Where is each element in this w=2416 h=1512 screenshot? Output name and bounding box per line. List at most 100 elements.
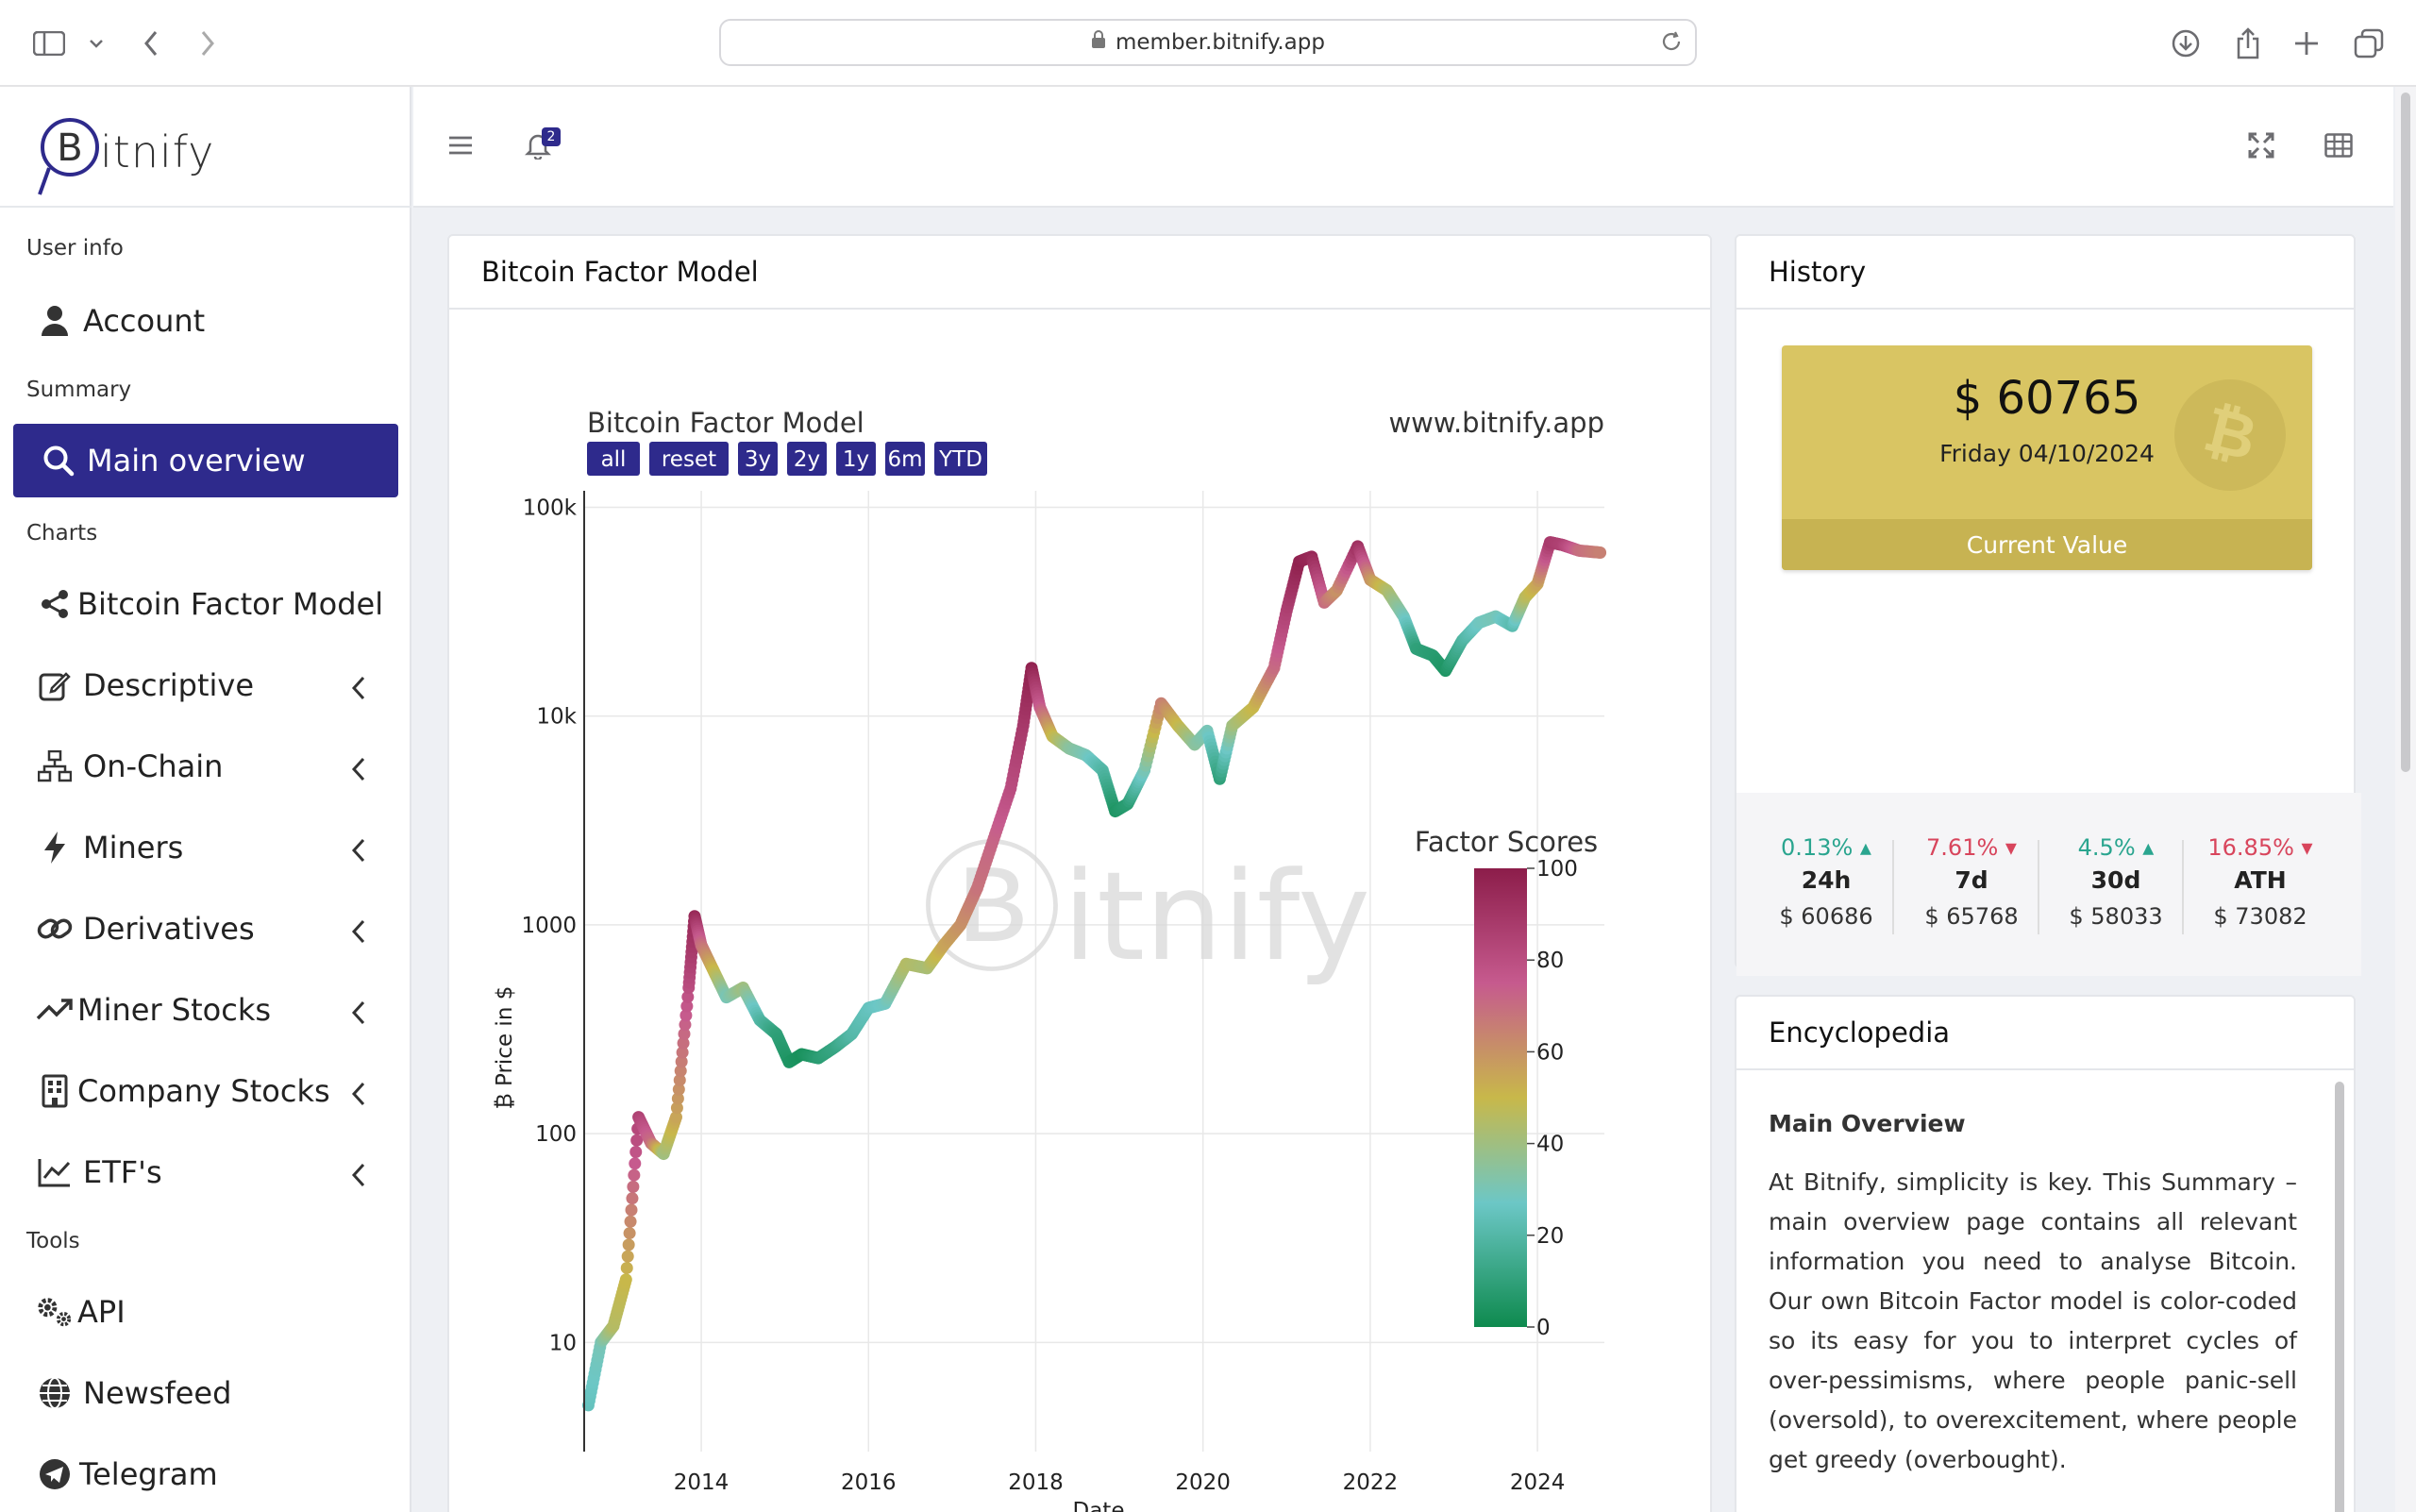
data-point (620, 1261, 633, 1274)
data-point (621, 1250, 634, 1263)
sidebar-item-newsfeed[interactable]: Newsfeed (13, 1357, 398, 1429)
data-point (671, 1092, 684, 1105)
data-point (672, 1083, 685, 1096)
stat-label: 24h (1801, 866, 1852, 894)
chevron-left-icon[interactable] (351, 834, 366, 870)
sidebar-item-label: Newsfeed (83, 1375, 232, 1411)
range-button-all[interactable]: all (587, 442, 640, 476)
range-button-2y[interactable]: 2y (787, 442, 827, 476)
logo-letter: B (57, 126, 82, 170)
range-button-1y[interactable]: 1y (836, 442, 876, 476)
page-scrollbar[interactable] (2395, 87, 2416, 1512)
range-button-reset[interactable]: reset (649, 442, 729, 476)
y-ticks: 10 100 1000 10k 100k (521, 496, 577, 1356)
data-point (680, 1009, 693, 1022)
caret-up-icon: ▴ (1859, 834, 1871, 861)
sidebar-item-company-stocks[interactable]: Company Stocks (13, 1055, 398, 1127)
factor-model-card: Bitcoin Factor Model Ⓑitnify Bitcoin Fac… (447, 234, 1712, 1512)
search-icon (40, 442, 77, 479)
grid-icon[interactable] (2318, 125, 2359, 166)
browser-toolbar: member.bitnify.app (0, 0, 2416, 87)
stat-pct: 16.85% ▾ (2207, 834, 2313, 861)
back-icon[interactable] (132, 25, 170, 62)
stat-value: $ 65768 (1924, 903, 2019, 930)
scrollbar-thumb[interactable] (2401, 92, 2410, 772)
factor-model-chart[interactable]: Ⓑitnify Bitcoin Factor Model www.bitnify… (449, 311, 1710, 1512)
sidebar: B itnify User info Account Summary Main … (0, 87, 411, 1512)
sidebar-item-label: Account (83, 303, 206, 339)
data-point (678, 1027, 691, 1040)
tabs-overview-icon[interactable] (2350, 25, 2388, 62)
range-button-3y[interactable]: 3y (738, 442, 778, 476)
chevron-left-icon[interactable] (351, 916, 366, 951)
sidebar-item-etfs[interactable]: ETF's (13, 1136, 398, 1208)
encyclopedia-card: Encyclopedia Main Overview At Bitnify, s… (1735, 995, 2356, 1512)
colorbar-title: Factor Scores (1415, 826, 1598, 858)
colorbar-ticks: 0 20 40 60 80 100 (1527, 857, 1578, 1340)
sidebar-item-on-chain[interactable]: On-Chain (13, 731, 398, 802)
sidebar-item-account[interactable]: Account (13, 285, 398, 357)
caret-up-icon: ▴ (2142, 834, 2155, 861)
data-point (669, 1111, 682, 1124)
y-tick-label: 10k (536, 705, 577, 730)
chevron-left-icon[interactable] (351, 753, 366, 789)
data-point (680, 1000, 694, 1013)
svg-text:YTD: YTD (938, 447, 982, 472)
download-icon[interactable] (2167, 25, 2205, 62)
share-browser-icon[interactable] (2229, 25, 2267, 62)
fullscreen-icon[interactable] (2240, 125, 2282, 166)
chevron-left-icon[interactable] (351, 672, 366, 708)
card-title: Bitcoin Factor Model (449, 236, 1710, 310)
current-price: $ 60765 (1953, 372, 2141, 425)
sidebar-divider (0, 206, 411, 208)
data-point (628, 1168, 641, 1182)
new-tab-icon[interactable] (2288, 25, 2325, 62)
stat-label: ATH (2234, 866, 2287, 894)
sidebar-item-telegram[interactable]: Telegram (13, 1438, 398, 1510)
forward-icon[interactable] (189, 25, 226, 62)
range-button-6m[interactable]: 6m (885, 442, 925, 476)
reload-icon[interactable] (1659, 29, 1684, 59)
chevron-left-icon[interactable] (351, 997, 366, 1033)
stat-divider (1892, 840, 1894, 934)
bitnify-logo[interactable]: B itnify (36, 106, 319, 210)
data-point (626, 1192, 639, 1205)
sidebar-item-label: Main overview (87, 443, 306, 479)
stat-label: 7d (1955, 866, 1988, 894)
sidebar-item-bitcoin-factor-model[interactable]: Bitcoin Factor Model (13, 568, 398, 640)
chevron-left-icon[interactable] (351, 1078, 366, 1114)
share-icon (36, 585, 74, 623)
sidebar-item-derivatives[interactable]: Derivatives (13, 893, 398, 965)
range-button-ytd[interactable]: YTD (934, 442, 987, 476)
sidebar-item-miner-stocks[interactable]: Miner Stocks (13, 974, 398, 1046)
card-title: History (1736, 236, 2354, 310)
x-ticks: 2014 2016 2018 2020 2022 2024 (674, 1470, 1566, 1495)
sidebar-item-label: Miners (83, 830, 184, 865)
sidebar-toggle-icon[interactable] (30, 25, 68, 62)
sidebar-item-miners[interactable]: Miners (13, 812, 398, 883)
stat-ath: 16.85% ▾ ATH $ 73082 (2190, 834, 2331, 930)
stat-30d: 4.5% ▴ 30d $ 58033 (2045, 834, 2187, 930)
chevron-left-icon[interactable] (351, 1159, 366, 1195)
data-point (679, 1018, 692, 1032)
menu-icon[interactable] (440, 125, 481, 166)
stat-value: $ 73082 (2213, 903, 2307, 930)
caret-down-icon: ▾ (2301, 834, 2313, 861)
range-selector[interactable]: all reset 3y 2y 1y 6m YTD (587, 442, 987, 476)
y-axis-label: ₿ Price in $ (493, 986, 517, 1110)
sidebar-item-descriptive[interactable]: Descriptive (13, 649, 398, 721)
encyclopedia-scrollbar[interactable] (2335, 1082, 2344, 1512)
history-card: History $ 60765 Friday 04/10/2024 ₿ Curr… (1735, 234, 2361, 976)
chart-grid (584, 491, 1604, 1452)
gears-icon (36, 1293, 74, 1331)
chevron-down-icon[interactable] (77, 25, 115, 62)
sidebar-item-main-overview[interactable]: Main overview (13, 424, 398, 497)
current-date: Friday 04/10/2024 (1939, 440, 2155, 467)
stat-value: $ 60686 (1779, 903, 1873, 930)
price-change-stats: 0.13% ▴ 24h $ 60686 7.61% ▾ 7d $ 65768 4… (1736, 793, 2361, 976)
bell-icon[interactable] (517, 125, 559, 166)
address-bar[interactable]: member.bitnify.app (719, 19, 1697, 66)
section-charts: Charts (26, 521, 98, 546)
sidebar-item-api[interactable]: API (13, 1276, 398, 1348)
data-point (624, 1215, 637, 1228)
